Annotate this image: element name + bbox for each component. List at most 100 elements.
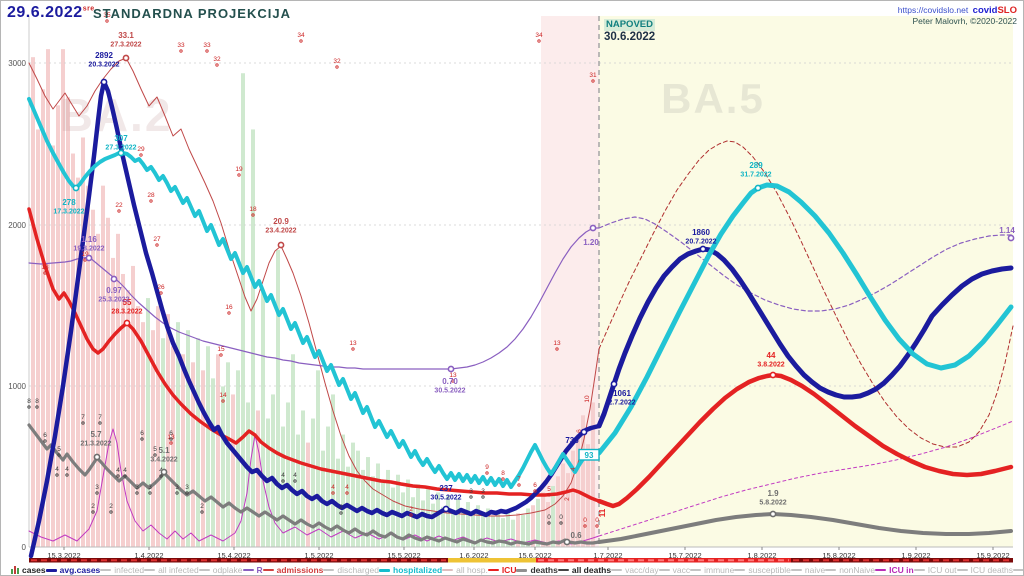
annotation-date: 31.7.2022 bbox=[740, 172, 771, 179]
cases-bar bbox=[61, 49, 65, 547]
deaths-daily-label: 8 bbox=[35, 398, 39, 405]
deaths-daily-label: 2 bbox=[109, 503, 113, 510]
cases-bar bbox=[111, 257, 115, 547]
legend-item-label: nonNaive bbox=[839, 565, 876, 575]
cases-bar bbox=[486, 508, 490, 547]
series-deaths-history-line bbox=[27, 423, 601, 546]
series-icu-in-projection-line bbox=[598, 420, 1014, 537]
admissions-daily-label: 13 bbox=[449, 372, 457, 379]
legend-item-icu[interactable]: ICU bbox=[487, 565, 516, 575]
x-axis-tick-label: 1.7.2022 bbox=[593, 551, 622, 560]
legend-item-odplake[interactable]: odplake bbox=[198, 565, 243, 575]
legend-item-label: ICU out bbox=[927, 565, 957, 575]
admissions-daily-label: 28 bbox=[147, 192, 155, 199]
deaths-daily-label: 4 bbox=[55, 466, 59, 473]
deaths-daily-point bbox=[293, 479, 297, 483]
legend-item-discharged[interactable]: discharged bbox=[323, 565, 379, 575]
annotation-value: 289 bbox=[749, 161, 763, 170]
admissions-daily-label: 31 bbox=[589, 72, 597, 79]
legend-item-label: odplake bbox=[212, 565, 243, 575]
cases-bar bbox=[116, 233, 120, 547]
legend-dash-icon bbox=[442, 569, 454, 571]
cases-bars-icon bbox=[11, 566, 19, 574]
timeline-strip-segment bbox=[29, 558, 448, 563]
admissions-daily-point bbox=[155, 243, 159, 247]
legend-item-susceptible[interactable]: susceptible bbox=[734, 565, 791, 575]
series-icu-projection-line bbox=[596, 372, 1014, 509]
annotation-date: 19.3.2022 bbox=[73, 246, 104, 253]
cases-bar bbox=[526, 508, 530, 547]
annotation-marker-hospitalized bbox=[117, 149, 125, 157]
legend-item-naive[interactable]: naive bbox=[790, 565, 825, 575]
legend-item-cases[interactable]: cases bbox=[11, 565, 46, 575]
annotation-marker-R bbox=[589, 224, 597, 232]
admissions-daily-point bbox=[227, 311, 231, 315]
cases-bar bbox=[126, 290, 130, 547]
x-axis-tick-label: 15.8.2022 bbox=[822, 551, 855, 560]
x-axis-tick-label: 15.9.2022 bbox=[976, 551, 1009, 560]
annotation-date: 25.3.2022 bbox=[98, 297, 129, 304]
admissions-daily-point bbox=[251, 213, 255, 217]
annotation-marker-hospitalized bbox=[72, 184, 80, 192]
deaths-daily-label: 5 bbox=[153, 446, 157, 453]
annotation-value: 0.6 bbox=[570, 531, 582, 540]
annotation-value: 0.70 bbox=[442, 377, 458, 386]
legend-item-icu-deaths[interactable]: ICU deaths bbox=[956, 565, 1013, 575]
header-right: https://covidslo.net covidSLO Peter Malo… bbox=[898, 3, 1017, 27]
deaths-daily-label: 3 bbox=[135, 484, 139, 491]
annotation-date: 30.5.2022 bbox=[434, 388, 465, 395]
annotation-value: 55 bbox=[123, 298, 132, 307]
deaths-daily-point bbox=[175, 491, 179, 495]
legend-item-r[interactable]: R bbox=[242, 565, 263, 575]
cases-bar bbox=[436, 492, 440, 547]
cases-bar bbox=[581, 415, 585, 547]
legend-item-all-hosp-[interactable]: all hosp. bbox=[442, 565, 488, 575]
legend-item-all-icu[interactable]: all ICU bbox=[1013, 565, 1023, 575]
annotation-date: 20.3.2022 bbox=[88, 62, 119, 69]
legend-item-nonnaive[interactable]: nonNaive bbox=[825, 565, 875, 575]
legend-item-all-infected[interactable]: all infected bbox=[144, 565, 199, 575]
deaths-daily-label: 4 bbox=[65, 466, 69, 473]
report-date: 29.6.2022sre bbox=[7, 4, 95, 21]
deaths-daily-point bbox=[148, 491, 152, 495]
admissions-daily-point bbox=[159, 291, 163, 295]
admissions-daily-label: 29 bbox=[137, 146, 145, 153]
deaths-daily-point bbox=[281, 479, 285, 483]
annotation-date: 21.3.2022 bbox=[80, 441, 111, 448]
site-link[interactable]: https://covidslo.net bbox=[897, 5, 969, 15]
series-hospitalized-projection-line bbox=[596, 182, 1014, 456]
legend-item-label: vacc bbox=[672, 565, 691, 575]
legend-item-icu-in[interactable]: ICU in bbox=[875, 565, 914, 575]
x-axis-tick-label: 1.6.2022 bbox=[459, 551, 488, 560]
annotation-value: 0.97 bbox=[106, 286, 122, 295]
legend-item-avg-cases[interactable]: avg.cases bbox=[45, 565, 100, 575]
cases-bar bbox=[481, 514, 485, 547]
legend-item-vacc-day[interactable]: vacc/day bbox=[611, 565, 659, 575]
cases-bar bbox=[476, 505, 480, 547]
admissions-daily-point bbox=[139, 153, 143, 157]
annotation-value: 736 bbox=[565, 436, 579, 445]
annotation-date: 5.8.2022 bbox=[759, 500, 786, 507]
admissions-daily-point bbox=[517, 483, 521, 487]
admissions-daily-label: 19 bbox=[81, 251, 89, 258]
legend-dash-icon bbox=[690, 569, 702, 571]
legend-item-immune[interactable]: immune bbox=[690, 565, 734, 575]
annotation-value: 44 bbox=[767, 351, 776, 360]
legend-item-all-deaths[interactable]: all deaths bbox=[557, 565, 611, 575]
admissions-daily-label: 33 bbox=[177, 42, 185, 49]
timeline-strip-segment bbox=[448, 558, 536, 563]
legend-item-infected[interactable]: infected bbox=[100, 565, 144, 575]
legend-item-hospitalized[interactable]: hospitalized bbox=[379, 565, 442, 575]
legend-item-admissions[interactable]: admissions bbox=[262, 565, 323, 575]
legend-item-deaths[interactable]: deaths bbox=[516, 565, 558, 575]
admissions-daily-point bbox=[299, 39, 303, 43]
admissions-daily-label: 2 bbox=[409, 506, 413, 513]
page-title: STANDARDNA PROJEKCIJA bbox=[93, 6, 291, 21]
legend-item-icu-out[interactable]: ICU out bbox=[913, 565, 957, 575]
admissions-daily-label: 0 bbox=[595, 517, 599, 524]
deaths-daily-point bbox=[169, 437, 173, 441]
legend-item-vacc[interactable]: vacc bbox=[658, 565, 691, 575]
cases-bar bbox=[41, 89, 45, 547]
deaths-daily-label: 3 bbox=[95, 484, 99, 491]
